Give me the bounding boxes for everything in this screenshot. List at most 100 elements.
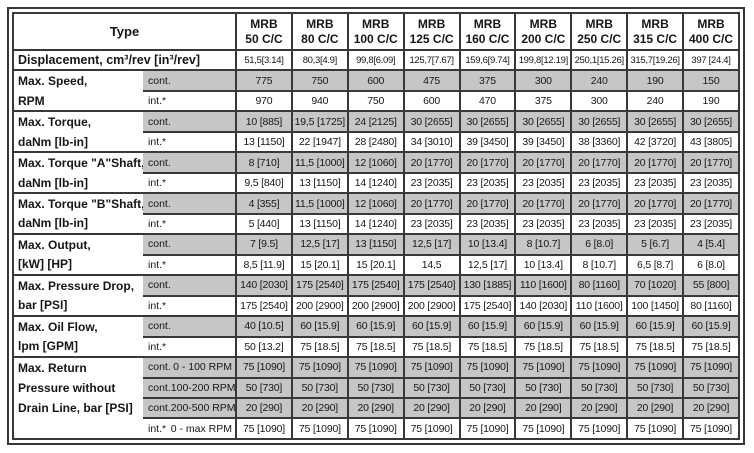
row-label-line: RPM: [18, 93, 45, 108]
value-cell: 75 [1090]: [346, 417, 405, 440]
value-cell: 30 [2655]: [626, 110, 685, 133]
row-label-line: lpm [GPM]: [18, 339, 78, 354]
value-cell: 14 [1240]: [346, 171, 405, 195]
value-cell: 23 [2035]: [570, 212, 629, 236]
value-cell: 50 [730]: [626, 376, 685, 399]
value-cell: 60 [15.9]: [514, 315, 573, 338]
value-cell: 11,5 [1000]: [290, 192, 349, 215]
header-row: Type MRB 50 C/C MRB 80 C/C MRB 100 C/C MRB 125 C…: [11, 12, 740, 51]
value-cell: 75 [1090]: [235, 356, 293, 379]
value-cell: 50 [13.2]: [235, 335, 293, 359]
value-cell: 75 [1090]: [682, 356, 740, 379]
value-cell: 475: [402, 69, 461, 92]
value-cell: 8 [10.7]: [570, 253, 629, 277]
value-cell: 12,5 [17]: [458, 253, 517, 277]
value-cell: 100 [1450]: [626, 294, 685, 318]
row-label-line: Max. Pressure Drop,: [18, 278, 135, 293]
column-header-80-c-c: MRB 80 C/C: [290, 12, 349, 51]
table-row-max-return-pressure-cont-0: Max. Return Pressure without Drain Line, b…: [12, 356, 740, 440]
value-cell: 13 [1150]: [235, 130, 293, 154]
value-cell: 750: [290, 69, 349, 92]
value-cell: 75 [18.5]: [626, 335, 685, 359]
value-cell: 4 [355]: [235, 192, 293, 215]
value-cell: 75 [18.5]: [514, 335, 573, 359]
condition-label: int.*: [148, 299, 167, 312]
value-cell: 110 [1600]: [570, 294, 629, 318]
value-cell: 375: [514, 89, 573, 113]
value-cell: 6,5 [8.7]: [626, 253, 685, 277]
value-cell: 750: [346, 89, 405, 113]
condition-cell: cont.: [143, 315, 238, 338]
value-cell: 50 [730]: [682, 376, 740, 399]
value-cell: 80,3[4.9]: [290, 48, 349, 72]
value-cell: 175 [2540]: [346, 274, 405, 297]
value-cell: 7 [9.5]: [235, 233, 293, 256]
condition-cell: cont.: [143, 151, 238, 174]
value-cell: 175 [2540]: [458, 294, 517, 318]
value-cell: 200 [2900]: [290, 294, 349, 318]
value-cell: 50 [730]: [235, 376, 293, 399]
value-cell: 50 [730]: [570, 376, 629, 399]
value-cell: 8 [710]: [235, 151, 293, 174]
rpm-range-label: 200-500 RPM: [170, 402, 236, 415]
value-cell: 20 [290]: [235, 396, 293, 420]
value-cell: 60 [15.9]: [682, 315, 740, 338]
column-header-50-c-c: MRB 50 C/C: [235, 12, 293, 51]
column-header-125-c-c: MRB 125 C/C: [402, 12, 461, 51]
value-cell: 11,5 [1000]: [290, 151, 349, 174]
condition-label: cont.: [148, 320, 171, 333]
column-header-line2: 200 C/C: [521, 31, 566, 46]
row-label-line: Pressure without: [18, 381, 116, 395]
condition-cell: cont.: [143, 233, 238, 256]
table-row-max-torque-b-shaft-int: int.* 5 [440] 13 [1150] 14 [1240] 23 [2035] 2…: [13, 212, 740, 236]
value-cell: 75 [1090]: [290, 417, 349, 440]
value-cell: 30 [2655]: [458, 110, 517, 133]
condition-label: cont.: [148, 238, 171, 251]
table-row-max-oil-flow-int: int.* 50 [13.2] 75 [18.5] 75 [18.5] 75 [18.5…: [13, 335, 740, 359]
value-cell: 75 [1090]: [682, 417, 740, 440]
condition-label: cont.: [148, 381, 171, 394]
row-label-line: bar [PSI]: [18, 298, 68, 313]
value-cell: 75 [1090]: [458, 417, 517, 440]
value-cell: 70 [1020]: [626, 274, 685, 297]
value-cell: 40 [10.5]: [235, 315, 293, 338]
condition-label: int.*: [148, 258, 167, 271]
value-cell: 80 [1160]: [570, 274, 629, 297]
value-cell: 30 [2655]: [570, 110, 629, 133]
value-cell: 50 [730]: [402, 376, 461, 399]
value-cell: 397 [24.4]: [682, 48, 740, 72]
value-cell: 23 [2035]: [626, 171, 685, 195]
value-cell: 75 [18.5]: [682, 335, 740, 359]
value-cell: 20 [1770]: [626, 192, 685, 215]
value-cell: 13 [1150]: [290, 212, 349, 236]
table-row-max-pressure-drop-cont: Max. Pressure Drop, bar [PSI] cont. 140 [20…: [12, 274, 740, 318]
table-row-max-torque-cont: Max. Torque, daNm [lb-in] cont. 10 [885] 19,…: [12, 110, 740, 154]
value-cell: 75 [1090]: [570, 417, 629, 440]
value-cell: 34 [3010]: [402, 130, 461, 154]
column-header-line2: 250 C/C: [577, 31, 622, 46]
value-cell: 43 [3805]: [682, 130, 740, 154]
value-cell: 110 [1600]: [514, 274, 573, 297]
value-cell: 8,5 [11.9]: [235, 253, 293, 277]
column-header-line1: MRB: [417, 16, 446, 31]
table-row-max-torque-b-shaft-cont: Max. Torque "B"Shaft, daNm [lb-in] cont. 4 …: [12, 192, 740, 236]
column-header-line2: 160 C/C: [465, 31, 510, 46]
table-row-max-speed-cont: Max. Speed, RPM cont. 775 750 600 475 375 300 240…: [12, 69, 740, 113]
value-cell: 200 [2900]: [402, 294, 461, 318]
condition-cell: int.*: [143, 171, 238, 195]
value-cell: 60 [15.9]: [346, 315, 405, 338]
value-cell: 200 [2900]: [346, 294, 405, 318]
condition-cell: int.*: [143, 294, 238, 318]
condition-label: cont.: [148, 279, 171, 292]
value-cell: 125,7[7.67]: [402, 48, 461, 72]
value-cell: 23 [2035]: [402, 171, 461, 195]
condition-label: cont.: [148, 74, 171, 87]
value-cell: 50 [730]: [458, 376, 517, 399]
column-header-250-c-c: MRB 250 C/C: [570, 12, 629, 51]
value-cell: 75 [18.5]: [290, 335, 349, 359]
condition-label: cont.: [148, 156, 171, 169]
value-cell: 130 [1885]: [458, 274, 517, 297]
row-label-line: Max. Torque,: [18, 115, 92, 130]
rpm-range-label: 100-200 RPM: [170, 381, 236, 394]
value-cell: 55 [800]: [682, 274, 740, 297]
